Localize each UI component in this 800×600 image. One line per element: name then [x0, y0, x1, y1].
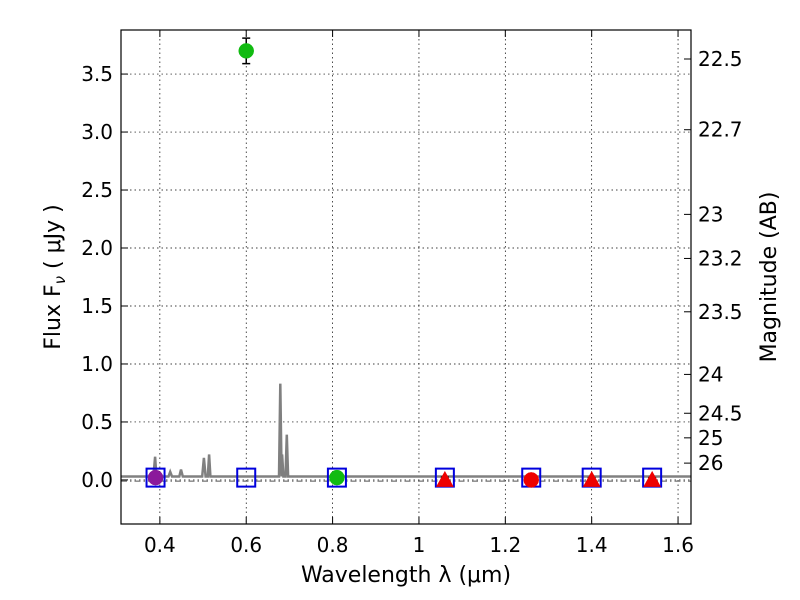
axis-ticks — [121, 30, 691, 524]
magnitude-tick-label: 24.5 — [698, 401, 743, 425]
y-tick-label: 3.5 — [81, 62, 113, 86]
model-photometry-square — [145, 467, 166, 488]
y-tick-label: 2.5 — [81, 178, 113, 202]
magnitude-tick-label: 22.5 — [698, 47, 743, 71]
observed-point — [523, 472, 539, 488]
observed-point — [147, 469, 164, 486]
y-axis-label: Flux Fν ( μJy ) — [41, 204, 69, 349]
observed-photometry-markers — [147, 37, 661, 488]
x-tick-label: 0.8 — [317, 533, 349, 557]
observed-upper-limit-triangle — [582, 470, 601, 487]
magnitude-tick-label: 23 — [698, 202, 723, 226]
x-tick-label: 0.4 — [144, 533, 176, 557]
y-tick-label: 1.0 — [81, 352, 113, 376]
y-axis-label-subscript: ν — [51, 276, 69, 284]
y-tick-label: 0.0 — [81, 468, 113, 492]
magnitude-tick-label: 23.2 — [698, 246, 743, 270]
x-tick-label: 1.6 — [662, 533, 694, 557]
observed-point — [238, 43, 254, 59]
x-axis-label: Wavelength λ (μm) — [301, 563, 511, 588]
y-axis-label-unit: ( μJy ) — [41, 204, 66, 276]
model-photometry-square — [326, 467, 347, 488]
x-tick-label: 0.6 — [230, 533, 262, 557]
observed-point — [329, 469, 345, 486]
observed-upper-limit-triangle — [436, 470, 454, 487]
y-tick-label: 2.0 — [81, 236, 113, 260]
model-spectrum-line — [121, 383, 691, 478]
x-tick-label: 1.2 — [489, 533, 521, 557]
y-tick-label: 3.0 — [81, 120, 113, 144]
plot-frame — [120, 29, 692, 525]
magnitude-tick-label: 25 — [698, 426, 723, 450]
y-tick-labels: 0.0 0.5 1.0 1.5 2.0 2.5 3.0 3.5 — [81, 62, 113, 492]
x-tick-label: 1 — [413, 533, 426, 557]
y-tick-label: 0.5 — [81, 410, 113, 434]
x-tick-label: 1.4 — [576, 533, 608, 557]
y-axis-label-main: Flux F — [41, 284, 66, 349]
model-photometry-square — [236, 467, 257, 488]
grid-lines — [121, 30, 691, 524]
observed-upper-limit-triangle — [643, 470, 661, 487]
y2-axis-label: Magnitude (AB) — [757, 192, 782, 363]
y-tick-label: 1.5 — [81, 294, 113, 318]
magnitude-tick-label: 24 — [698, 362, 723, 386]
magnitude-tick-label: 26 — [698, 451, 723, 475]
x-tick-labels: 0.4 0.6 0.8 1 1.2 1.4 1.6 — [144, 533, 694, 557]
magnitude-tick-label: 22.7 — [698, 118, 743, 142]
magnitude-tick-label: 23.5 — [698, 300, 743, 324]
